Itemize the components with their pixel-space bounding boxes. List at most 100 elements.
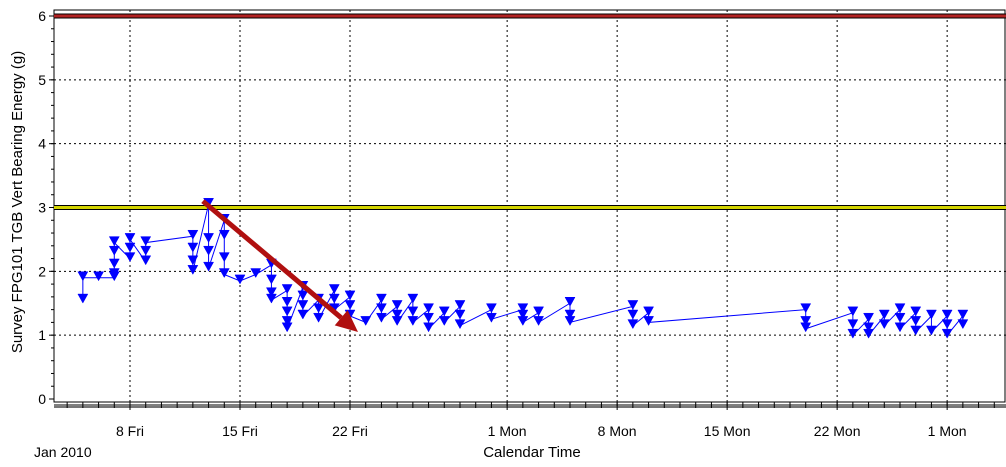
data-point: [941, 328, 953, 339]
y-tick-label: 2: [38, 263, 46, 279]
data-point: [407, 306, 419, 317]
data-point: [108, 236, 120, 247]
data-point: [360, 316, 372, 326]
y-axis-title: Survey FPG101 TGB Vert Bearing Energy (g…: [9, 51, 26, 353]
data-point: [847, 306, 859, 317]
plot-area: [49, 9, 1006, 410]
data-point: [533, 306, 544, 317]
data-point: [140, 245, 152, 256]
data-point: [423, 322, 434, 333]
data-point: [910, 316, 922, 326]
data-point: [894, 312, 906, 323]
trend-arrow-head: [334, 310, 358, 332]
data-point: [847, 319, 859, 330]
y-tick-label: 1: [38, 327, 46, 343]
data-point: [187, 229, 199, 240]
data-point: [627, 300, 639, 310]
data-point: [391, 316, 403, 326]
data-point: [564, 309, 576, 320]
data-point: [376, 293, 387, 304]
data-point: [376, 312, 387, 323]
data-point: [800, 303, 812, 314]
data-point: [533, 316, 544, 326]
data-point: [266, 293, 277, 304]
y-tick-label: 5: [38, 72, 46, 88]
data-point: [878, 319, 890, 330]
data-point: [281, 284, 293, 294]
x-axis-title: Calendar Time: [483, 444, 581, 461]
x-tick-label: 1 Mon: [488, 423, 527, 439]
data-point: [313, 303, 324, 314]
data-point: [910, 325, 922, 336]
data-point: [863, 312, 874, 323]
data-point: [627, 319, 639, 330]
data-point: [297, 290, 309, 301]
data-point: [108, 258, 120, 269]
x-tick-label: 8 Fri: [116, 423, 144, 439]
data-point: [894, 322, 906, 333]
data-point: [438, 316, 450, 326]
x-tick-label: 15 Mon: [704, 423, 751, 439]
data-point: [376, 303, 387, 314]
trend-arrow-shaft: [201, 199, 343, 320]
data-point: [297, 309, 309, 320]
data-point: [187, 255, 199, 266]
data-point: [517, 303, 529, 314]
data-point: [187, 265, 199, 275]
data-point: [863, 322, 874, 333]
data-point: [800, 322, 812, 333]
data-point: [564, 297, 576, 307]
data-point: [486, 303, 497, 314]
data-point: [454, 319, 466, 330]
data-point: [438, 306, 450, 317]
x-tick-label: 1 Mon: [928, 423, 967, 439]
x-tick-label: 15 Fri: [222, 423, 258, 439]
data-point: [266, 274, 277, 285]
data-point: [124, 233, 136, 243]
data-point: [297, 300, 309, 310]
data-point: [910, 306, 922, 317]
data-point: [564, 316, 576, 326]
data-point: [391, 309, 403, 320]
data-point: [957, 309, 969, 320]
x-period-label: Jan 2010: [34, 444, 92, 460]
data-point: [517, 309, 529, 320]
data-point: [328, 293, 340, 304]
data-point: [517, 316, 529, 326]
data-point: [454, 300, 466, 310]
data-point: [108, 268, 120, 279]
data-point: [407, 316, 419, 326]
y-tick-label: 6: [38, 8, 46, 24]
data-point: [627, 309, 639, 320]
data-point: [124, 242, 136, 253]
data-point: [391, 300, 403, 310]
y-tick-label: 0: [38, 391, 46, 407]
data-point: [926, 325, 937, 336]
data-point: [266, 287, 277, 298]
data-point: [218, 252, 230, 263]
data-point: [250, 268, 262, 279]
data-point: [203, 233, 214, 243]
data-point: [800, 316, 812, 326]
data-point: [344, 300, 356, 310]
data-point: [423, 312, 434, 323]
data-point: [281, 297, 293, 307]
data-point: [486, 312, 497, 323]
data-point: [423, 303, 434, 314]
data-point: [93, 271, 104, 282]
data-point: [124, 252, 136, 263]
data-point: [328, 284, 340, 294]
data-point: [941, 319, 953, 330]
y-tick-label: 3: [38, 200, 46, 216]
data-point: [77, 271, 89, 282]
data-point: [218, 268, 230, 279]
data-point: [203, 245, 214, 256]
data-point: [108, 245, 120, 256]
data-point: [407, 293, 419, 304]
data-point: [218, 229, 230, 240]
data-point: [847, 328, 859, 339]
data-point: [863, 328, 874, 339]
data-point: [643, 306, 654, 317]
